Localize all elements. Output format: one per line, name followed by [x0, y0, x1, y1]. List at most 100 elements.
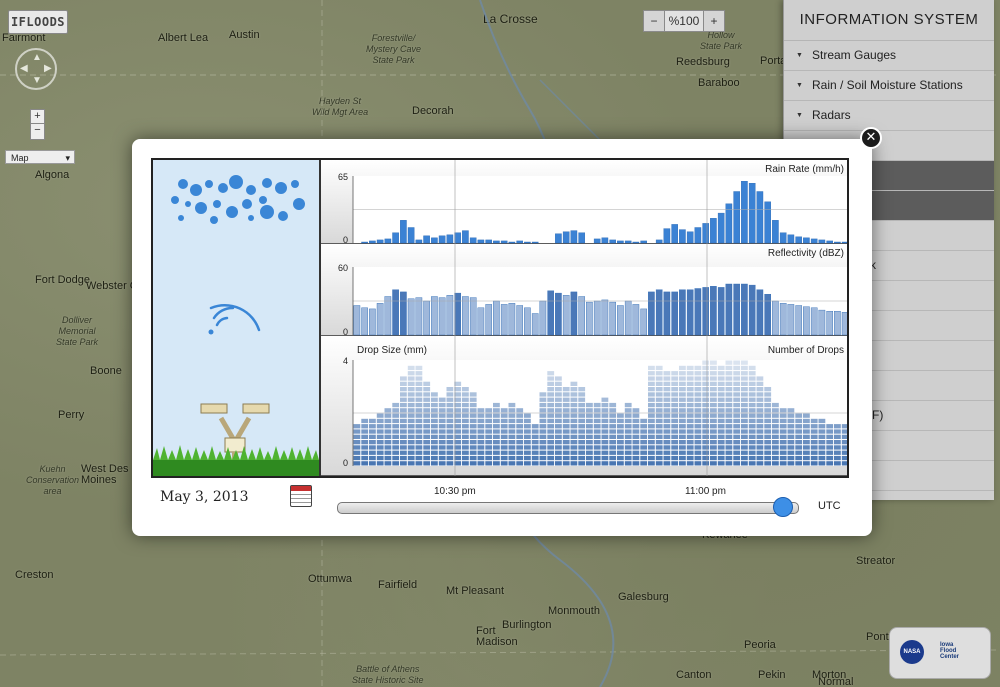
- heatmap-cell: [671, 376, 679, 381]
- heatmap-cell: [485, 440, 493, 445]
- heatmap-cell: [555, 376, 562, 381]
- heatmap-cell: [632, 418, 640, 424]
- heatmap-cell: [748, 418, 756, 424]
- map-place-label: Canton: [676, 669, 712, 681]
- heatmap-cell: [516, 450, 524, 455]
- map-type-select[interactable]: Map: [5, 150, 75, 165]
- chart-bar: [617, 240, 624, 244]
- heatmap-cell: [462, 402, 469, 408]
- map-zoom-in-button[interactable]: +: [31, 110, 44, 124]
- pan-control[interactable]: ▲ ▼ ◀ ▶: [15, 48, 57, 90]
- map-zoom-out-button[interactable]: −: [34, 124, 41, 136]
- pan-up-icon[interactable]: ▲: [32, 52, 42, 63]
- heatmap-cell: [462, 397, 469, 402]
- heatmap-cell: [469, 434, 477, 439]
- chart-bar: [686, 231, 694, 244]
- heatmap-cell: [648, 429, 655, 434]
- chart-title: Rain Rate (mm/h): [765, 164, 844, 175]
- heatmap-cell: [431, 413, 438, 418]
- heatmap-cell: [578, 392, 586, 397]
- heatmap-cell: [803, 450, 810, 455]
- heatmap-cell: [748, 434, 756, 439]
- heatmap-cell: [578, 402, 586, 408]
- heatmap-cell: [702, 365, 710, 371]
- opacity-minus-button[interactable]: −: [643, 10, 665, 32]
- heatmap-cell: [407, 365, 415, 371]
- heatmap-cell: [717, 455, 725, 461]
- heatmap-cell: [710, 408, 717, 413]
- heatmap-cell: [648, 376, 655, 381]
- chart-area[interactable]: Rain Rate (mm/h) 65 0 Reflectivity (dBZ) 60 0…: [321, 160, 849, 476]
- chart-bar: [632, 304, 640, 336]
- heatmap-cell: [787, 450, 795, 455]
- chart-bar: [508, 303, 516, 336]
- map-place-label: Burlington: [502, 619, 552, 631]
- heatmap-cell: [632, 461, 640, 466]
- heatmap-cell: [431, 450, 438, 455]
- heatmap-cell: [617, 424, 624, 429]
- heatmap-cell: [702, 418, 710, 424]
- heatmap-cell: [702, 387, 710, 392]
- heatmap-cell: [462, 424, 469, 429]
- heatmap-cell: [415, 440, 423, 445]
- pan-left-icon[interactable]: ◀: [20, 63, 28, 74]
- timeseries-charts[interactable]: Rain Rate (mm/h) 65 0 Reflectivity (dBZ) 60 0…: [321, 160, 849, 476]
- heatmap-cell: [454, 418, 462, 424]
- pan-right-icon[interactable]: ▶: [44, 63, 52, 74]
- heatmap-cell: [562, 408, 570, 413]
- chart-title: Reflectivity (dBZ): [768, 248, 844, 259]
- heatmap-cell: [671, 397, 679, 402]
- info-menu-item[interactable]: Stream Gauges: [784, 41, 994, 71]
- heatmap-cell: [539, 424, 547, 429]
- heatmap-cell: [431, 429, 438, 434]
- map-place-label: West Des Moines: [81, 463, 129, 486]
- time-slider-track[interactable]: [337, 502, 799, 514]
- heatmap-cell: [547, 413, 555, 418]
- map-place-label: Hollow State Park: [700, 30, 743, 51]
- info-menu-item[interactable]: Rain / Soil Moisture Stations: [784, 71, 994, 101]
- heatmap-cell: [671, 434, 679, 439]
- opacity-plus-button[interactable]: +: [703, 10, 725, 32]
- heatmap-cell: [376, 450, 384, 455]
- heatmap-cell: [400, 387, 407, 392]
- heatmap-cell: [694, 455, 702, 461]
- heatmap-cell: [694, 376, 702, 381]
- chart-bar: [508, 241, 516, 244]
- map-place-label: Dolliver Memorial State Park: [56, 315, 99, 347]
- heatmap-cell: [779, 450, 787, 455]
- heatmap-cell: [648, 397, 655, 402]
- pan-down-icon[interactable]: ▼: [32, 75, 42, 86]
- chart-bar: [818, 239, 826, 244]
- info-menu-item[interactable]: Radars: [784, 101, 994, 131]
- heatmap-cell: [679, 387, 686, 392]
- heatmap-cell: [741, 371, 748, 376]
- chart-bar: [454, 292, 462, 336]
- heatmap-cell: [570, 450, 578, 455]
- heatmap-cell: [609, 434, 617, 439]
- heatmap-cell: [686, 381, 694, 386]
- heatmap-cell: [803, 434, 810, 439]
- chart-bar: [772, 300, 779, 336]
- heatmap-cell: [764, 408, 772, 413]
- chart-bar: [485, 304, 493, 336]
- time-slider-handle[interactable]: [773, 497, 794, 517]
- heatmap-cell: [818, 429, 826, 434]
- chart-bar: [477, 239, 485, 244]
- heatmap-cell: [469, 461, 477, 466]
- heatmap-cell: [733, 397, 741, 402]
- close-popup-button[interactable]: ✕: [860, 127, 882, 149]
- heatmap-cell: [624, 450, 632, 455]
- heatmap-cell: [624, 408, 632, 413]
- heatmap-cell: [353, 445, 361, 450]
- heatmap-cell: [547, 392, 555, 397]
- calendar-icon[interactable]: [290, 485, 312, 507]
- chart-bar: [555, 292, 562, 336]
- heatmap-cell: [748, 387, 756, 392]
- heatmap-cell: [423, 424, 431, 429]
- heatmap-cell: [493, 402, 500, 408]
- heatmap-cell: [353, 461, 361, 466]
- heatmap-cell: [438, 402, 446, 408]
- heatmap-cell: [795, 440, 803, 445]
- heatmap-cell: [725, 392, 733, 397]
- brand-logo[interactable]: IFLOODS: [8, 10, 68, 34]
